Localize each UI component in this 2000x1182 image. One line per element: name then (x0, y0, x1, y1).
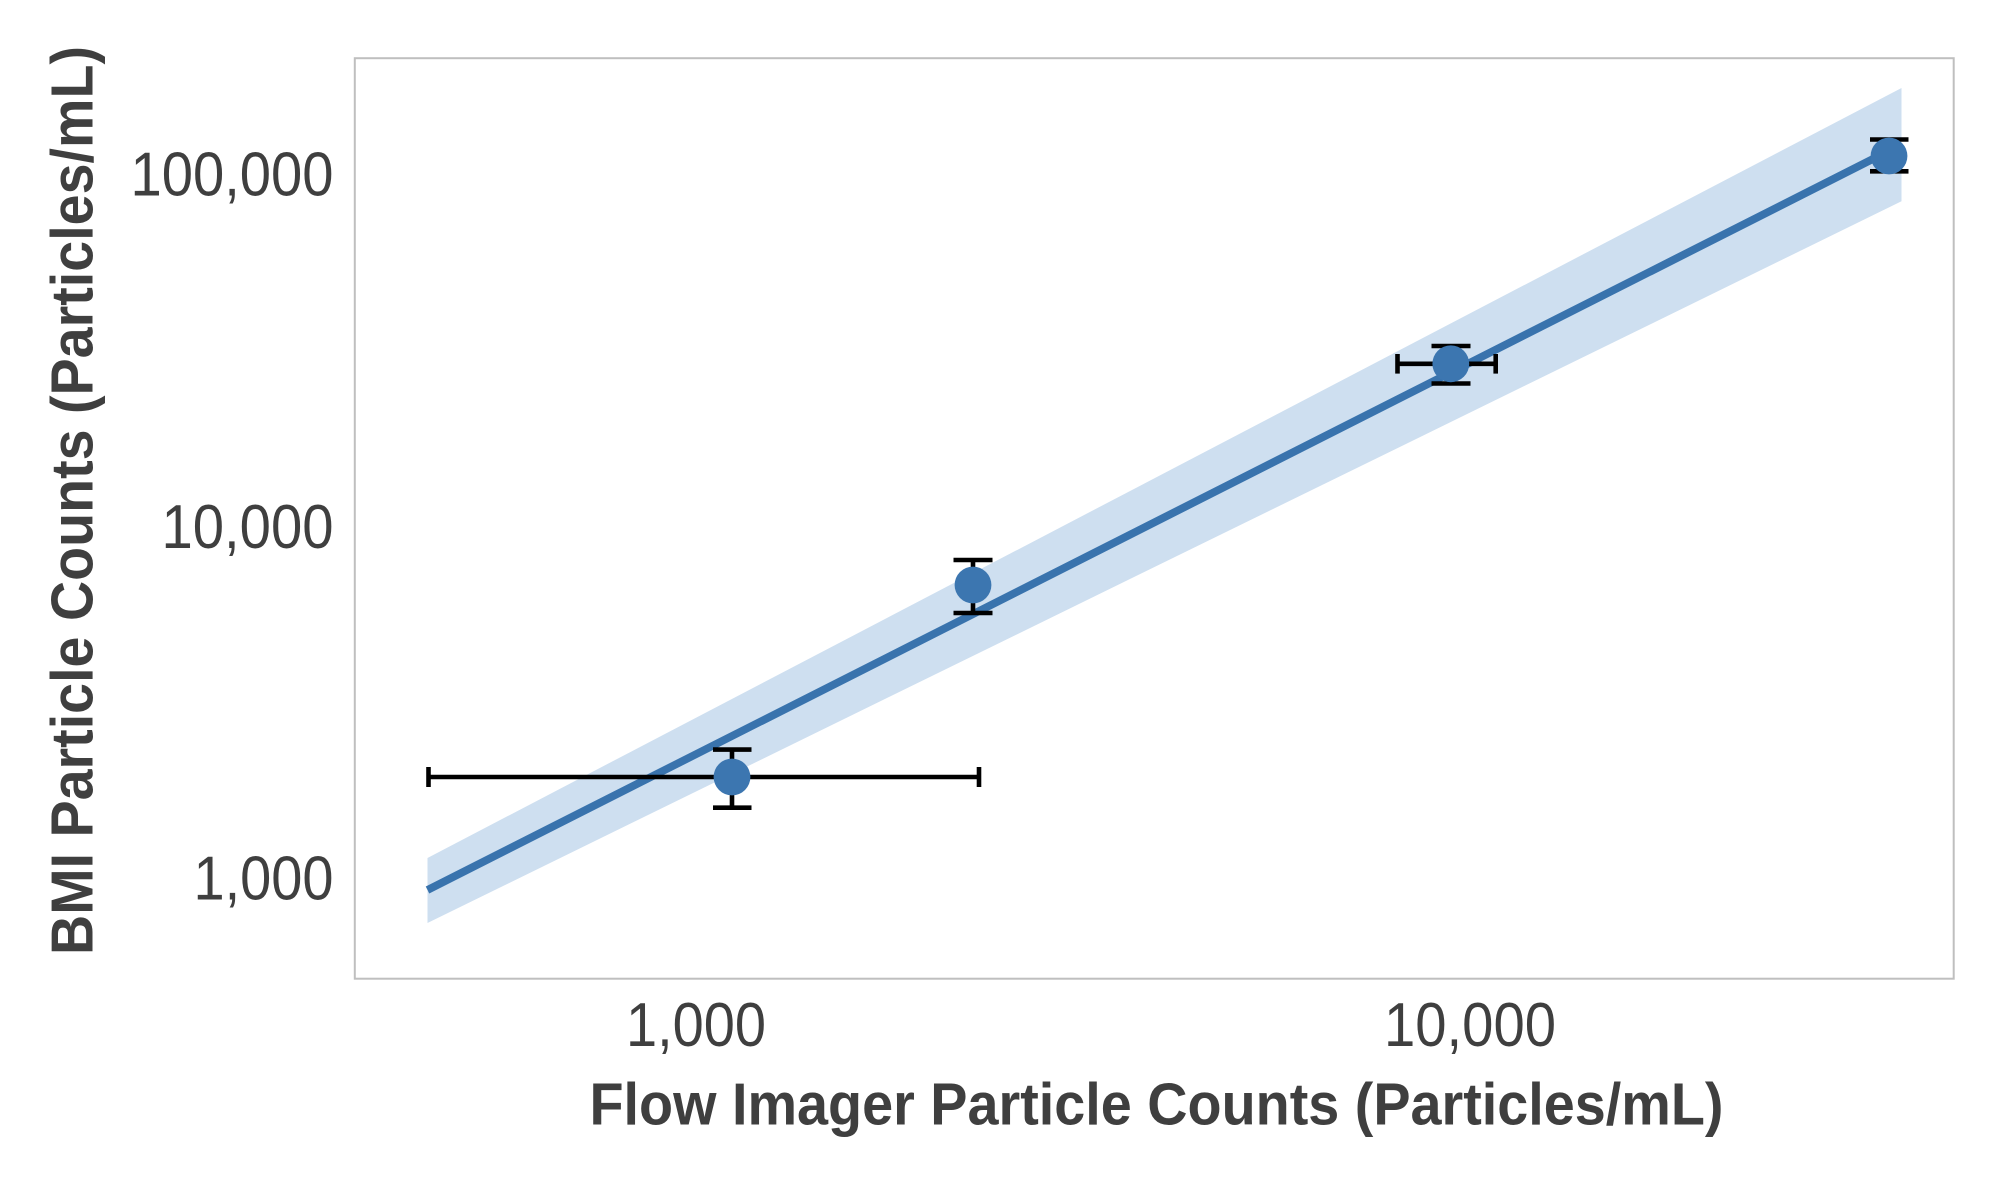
svg-text:BMI Particle Counts (Particles: BMI Particle Counts (Particles/mL) (40, 46, 106, 955)
svg-text:Flow Imager Particle Counts (P: Flow Imager Particle Counts (Particles/m… (590, 1072, 1724, 1138)
svg-text:1,000: 1,000 (194, 845, 334, 914)
svg-text:1,000: 1,000 (626, 991, 766, 1060)
svg-text:10,000: 10,000 (162, 493, 334, 562)
svg-text:100,000: 100,000 (131, 141, 334, 210)
svg-text:10,000: 10,000 (1384, 991, 1556, 1060)
